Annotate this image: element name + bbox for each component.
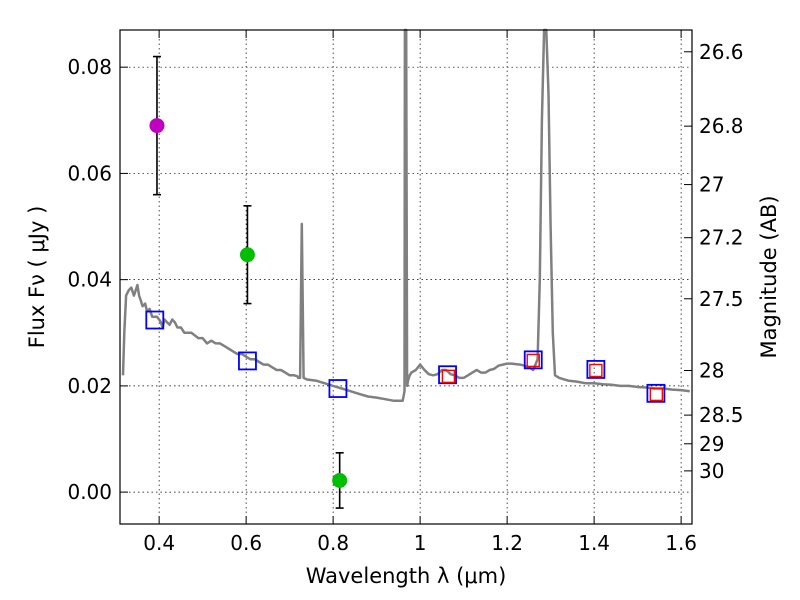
model-point-red: [526, 353, 540, 368]
right-axis-tick-label: 27.2: [699, 226, 744, 250]
model-point-red: [589, 363, 603, 378]
model-point-blue: [523, 350, 543, 370]
right-axis-tick-label: 26.8: [699, 114, 744, 138]
model-point-blue: [145, 310, 165, 330]
grid: [120, 30, 692, 524]
model-point-red: [649, 387, 664, 402]
right-axis-tick-label: 28: [699, 358, 724, 382]
observed-point: [239, 247, 255, 263]
y-axis-label: Flux Fν ( μJy ): [25, 206, 49, 349]
model-photometry-layer: [145, 310, 666, 403]
x-tick-label: 1.6: [665, 531, 697, 555]
axis-ticks: [120, 30, 692, 524]
model-point-blue: [646, 383, 666, 403]
observed-point: [149, 118, 165, 134]
x-tick-label: 1.4: [578, 531, 610, 555]
sed-model-line: [121, 28, 690, 403]
right-axis-tick-label: 27.5: [699, 287, 744, 311]
model-point-red: [441, 369, 456, 384]
right-axis-tick-label: 29: [699, 432, 724, 456]
model-point-blue: [438, 365, 457, 385]
sed-model-layer: [121, 28, 690, 403]
right-axis-label: Magnitude (AB): [757, 195, 781, 358]
x-axis-label: Wavelength λ (μm): [306, 564, 507, 588]
model-point-blue: [238, 351, 257, 371]
observed-point: [332, 472, 348, 488]
right-axis-tick-label: 28.5: [699, 403, 744, 427]
observed-photometry-layer: [149, 118, 348, 488]
x-tick-label: 0.6: [230, 531, 262, 555]
model-point-blue: [586, 360, 606, 379]
x-tick-label: 1.2: [491, 531, 523, 555]
y-tick-label: 0.08: [67, 55, 112, 79]
model-point-blue: [328, 379, 348, 398]
y-tick-label: 0.02: [67, 374, 112, 398]
y-tick-label: 0.00: [67, 480, 112, 504]
error-bars-layer: [152, 55, 344, 509]
right-axis-tick-label: 27: [699, 173, 724, 197]
plot-frame: [119, 29, 693, 525]
axis-tick-labels: 0.4 0.6 0.8 1 1.2 1.4 1.6 0.00 0.02 0.04 0.06 0.08 2…: [67, 40, 743, 555]
x-tick-label: 1: [414, 531, 427, 555]
y-tick-label: 0.04: [67, 268, 112, 292]
y-tick-label: 0.06: [67, 161, 112, 185]
x-tick-label: 0.8: [317, 531, 349, 555]
right-axis-tick-label: 30: [699, 459, 724, 483]
right-axis-tick-label: 26.6: [699, 40, 744, 64]
x-tick-label: 0.4: [143, 531, 175, 555]
